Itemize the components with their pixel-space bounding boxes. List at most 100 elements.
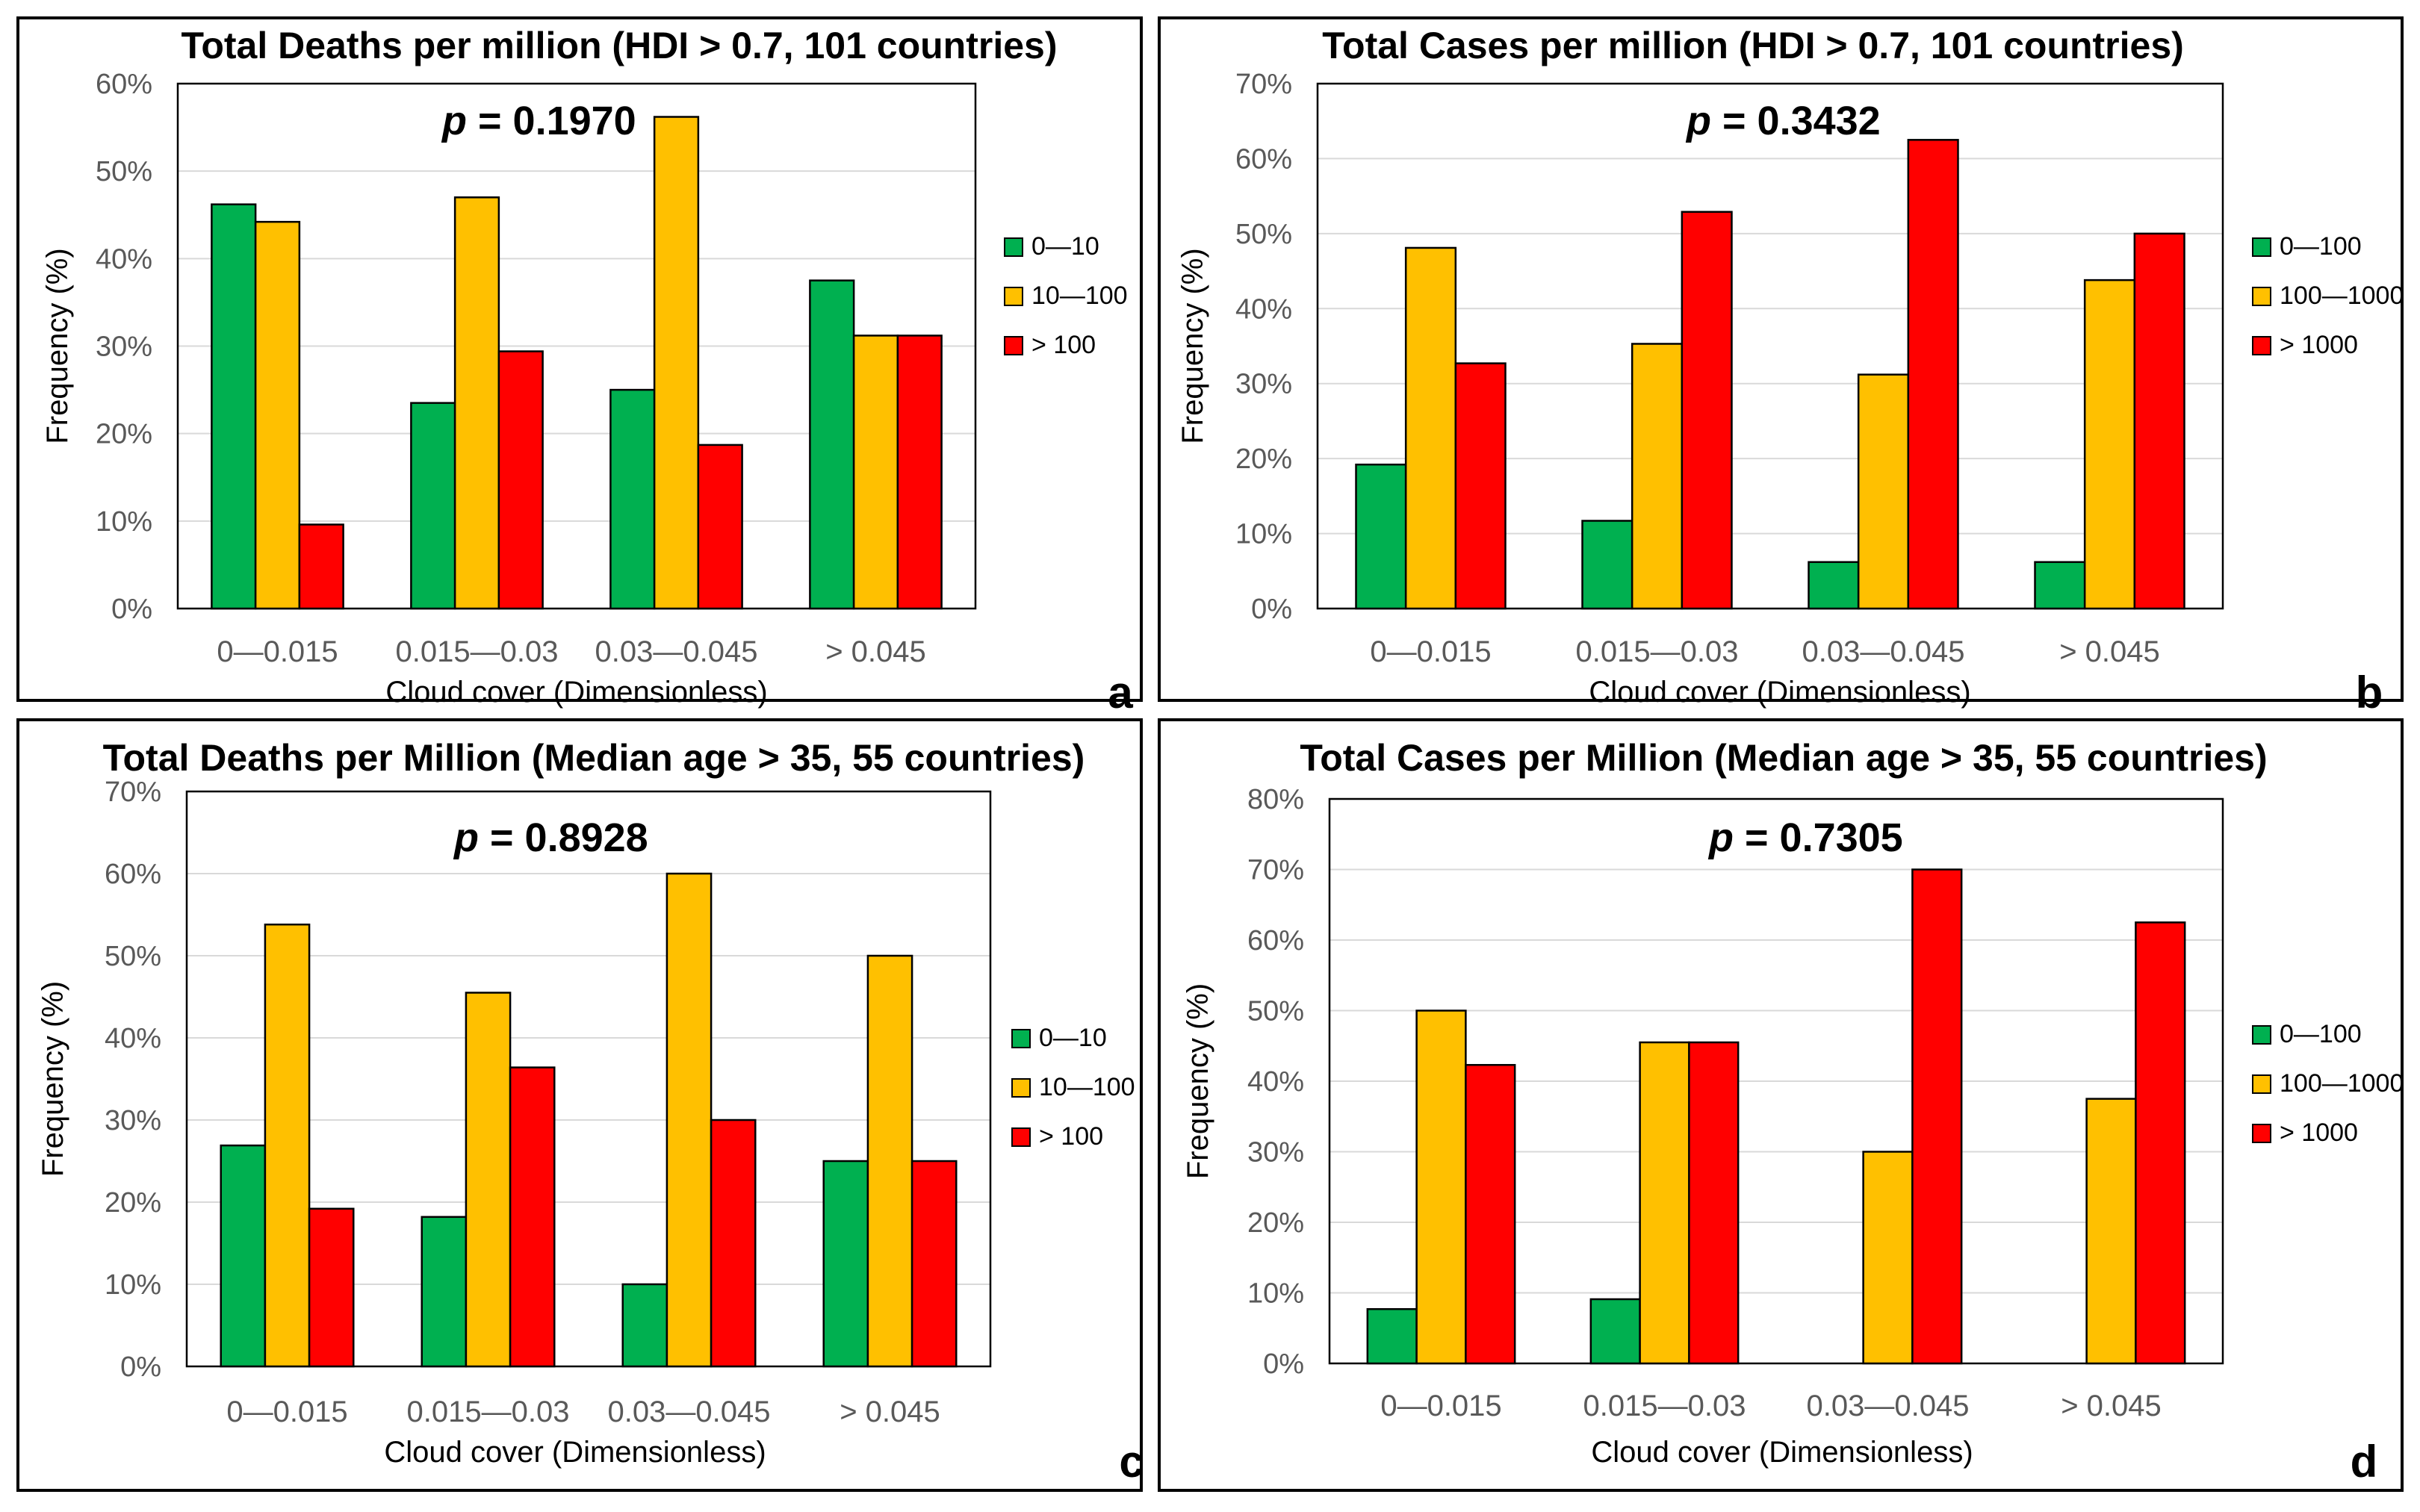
- bar-c-2-1: [666, 872, 713, 1368]
- bar-c-2-2: [710, 1119, 757, 1368]
- bar-c-0-0: [220, 1144, 267, 1368]
- bar-d-3-2: [2135, 921, 2186, 1365]
- legend-swatch-2: [2252, 336, 2271, 355]
- y-tick-label: 30%: [96, 332, 152, 363]
- bar-c-0-2: [308, 1207, 355, 1368]
- bar-d-3-1: [2085, 1098, 2137, 1365]
- chart-title: Total Deaths per Million (Median age > 3…: [103, 737, 1085, 779]
- x-axis-label: Cloud cover (Dimensionless): [1589, 676, 1970, 709]
- y-tick-label: 20%: [1247, 1207, 1304, 1239]
- legend-label-2: > 1000: [2280, 331, 2358, 359]
- panel-letter: a: [1108, 668, 1133, 718]
- bar-b-3-0: [2034, 561, 2086, 610]
- bar-d-0-0: [1366, 1307, 1418, 1365]
- y-tick-label: 20%: [105, 1187, 161, 1219]
- p-value-annotation: p = 0.7305: [1707, 815, 1903, 860]
- panel-letter: d: [2351, 1437, 2378, 1487]
- legend-label-2: > 1000: [2280, 1119, 2358, 1147]
- x-tick-label: 0—0.015: [226, 1396, 347, 1428]
- bar-b-3-2: [2133, 232, 2185, 610]
- y-tick-label: 70%: [1247, 855, 1304, 886]
- x-tick-label: 0.015—0.03: [1576, 635, 1739, 668]
- bar-d-0-2: [1465, 1064, 1516, 1365]
- legend-label-0: 0—10: [1031, 232, 1099, 261]
- y-tick-label: 0%: [1263, 1348, 1304, 1380]
- p-value: = 0.3432: [1711, 99, 1881, 143]
- p-value-annotation: p = 0.8928: [453, 815, 648, 860]
- p-symbol: p: [1707, 815, 1734, 860]
- y-axis-label: Frequency (%): [41, 248, 74, 444]
- y-tick-label: 20%: [96, 419, 152, 450]
- y-tick-label: 10%: [1235, 519, 1292, 550]
- legend-label-2: > 100: [1031, 331, 1096, 359]
- legend-swatch-0: [1011, 1029, 1031, 1048]
- legend-label-2: > 100: [1039, 1122, 1103, 1151]
- chart-panel-b: Total Cases per million (HDI > 0.7, 101 …: [1158, 16, 2404, 718]
- bar-a-0-0: [211, 203, 257, 610]
- y-tick-label: 30%: [1247, 1137, 1304, 1169]
- bar-a-2-2: [697, 444, 743, 610]
- bar-b-0-2: [1454, 362, 1507, 610]
- panel-frame: [1158, 16, 2404, 702]
- x-tick-label: > 0.045: [825, 635, 926, 668]
- plot-area: [185, 790, 992, 1368]
- bar-a-2-1: [653, 116, 700, 610]
- y-tick-label: 0%: [120, 1351, 161, 1383]
- panel-letter: c: [1119, 1437, 1144, 1487]
- x-axis-label: Cloud cover (Dimensionless): [384, 1436, 766, 1469]
- bar-b-2-2: [1907, 139, 1959, 610]
- legend-swatch-0: [2252, 237, 2271, 257]
- panel-frame: [16, 718, 1143, 1492]
- y-tick-label: 60%: [1235, 143, 1292, 175]
- y-tick-label: 20%: [1235, 444, 1292, 475]
- p-symbol: p: [1685, 99, 1711, 143]
- bar-d-0-1: [1415, 1009, 1467, 1365]
- x-tick-label: 0—0.015: [217, 635, 338, 668]
- x-tick-label: 0.03—0.045: [1802, 635, 1965, 668]
- x-tick-label: 0.03—0.045: [608, 1396, 771, 1428]
- bar-a-1-1: [453, 196, 500, 610]
- p-symbol: p: [441, 99, 467, 143]
- x-tick-label: 0.015—0.03: [407, 1396, 570, 1428]
- panel-frame: [16, 16, 1143, 702]
- bar-c-1-2: [509, 1066, 556, 1368]
- chart-title: Total Deaths per million (HDI > 0.7, 101…: [182, 25, 1058, 66]
- y-tick-label: 80%: [1247, 784, 1304, 815]
- x-tick-label: 0.03—0.045: [1807, 1390, 1970, 1422]
- bar-a-2-0: [609, 388, 656, 610]
- y-axis-label: Frequency (%): [37, 981, 69, 1177]
- bar-b-1-0: [1581, 520, 1634, 610]
- panel-letter: b: [2356, 668, 2383, 718]
- y-tick-label: 30%: [105, 1105, 161, 1136]
- bar-c-3-2: [910, 1160, 958, 1368]
- bar-d-1-2: [1688, 1041, 1740, 1365]
- legend-swatch-0: [2252, 1025, 2271, 1045]
- y-tick-label: 50%: [1235, 219, 1292, 250]
- x-tick-label: 0—0.015: [1380, 1390, 1501, 1422]
- x-tick-label: 0.015—0.03: [396, 635, 559, 668]
- y-tick-label: 50%: [1247, 996, 1304, 1027]
- y-tick-label: 60%: [105, 859, 161, 890]
- legend-label-1: 100—1000: [2280, 281, 2404, 310]
- x-tick-label: > 0.045: [2061, 1390, 2162, 1422]
- y-tick-label: 60%: [1247, 925, 1304, 956]
- bar-a-1-0: [410, 402, 456, 610]
- legend-swatch-1: [1011, 1078, 1031, 1098]
- legend-label-0: 0—10: [1039, 1024, 1107, 1052]
- y-axis-label: Frequency (%): [1176, 248, 1209, 444]
- x-tick-label: 0—0.015: [1370, 635, 1491, 668]
- legend-swatch-1: [2252, 1074, 2271, 1094]
- chart-panel-d: Total Cases per Million (Median age > 35…: [1158, 718, 2404, 1492]
- bar-a-0-2: [298, 523, 344, 610]
- plot-area: [176, 82, 977, 610]
- bar-a-1-2: [497, 350, 544, 610]
- panel-frame: [1158, 718, 2404, 1492]
- legend-label-0: 0—100: [2280, 1020, 2362, 1048]
- bar-c-3-0: [822, 1160, 869, 1368]
- plot-area: [1316, 82, 2224, 610]
- y-tick-label: 10%: [96, 506, 152, 538]
- legend-swatch-0: [1004, 237, 1023, 257]
- legend-swatch-1: [1004, 287, 1023, 306]
- bar-c-0-1: [264, 923, 311, 1368]
